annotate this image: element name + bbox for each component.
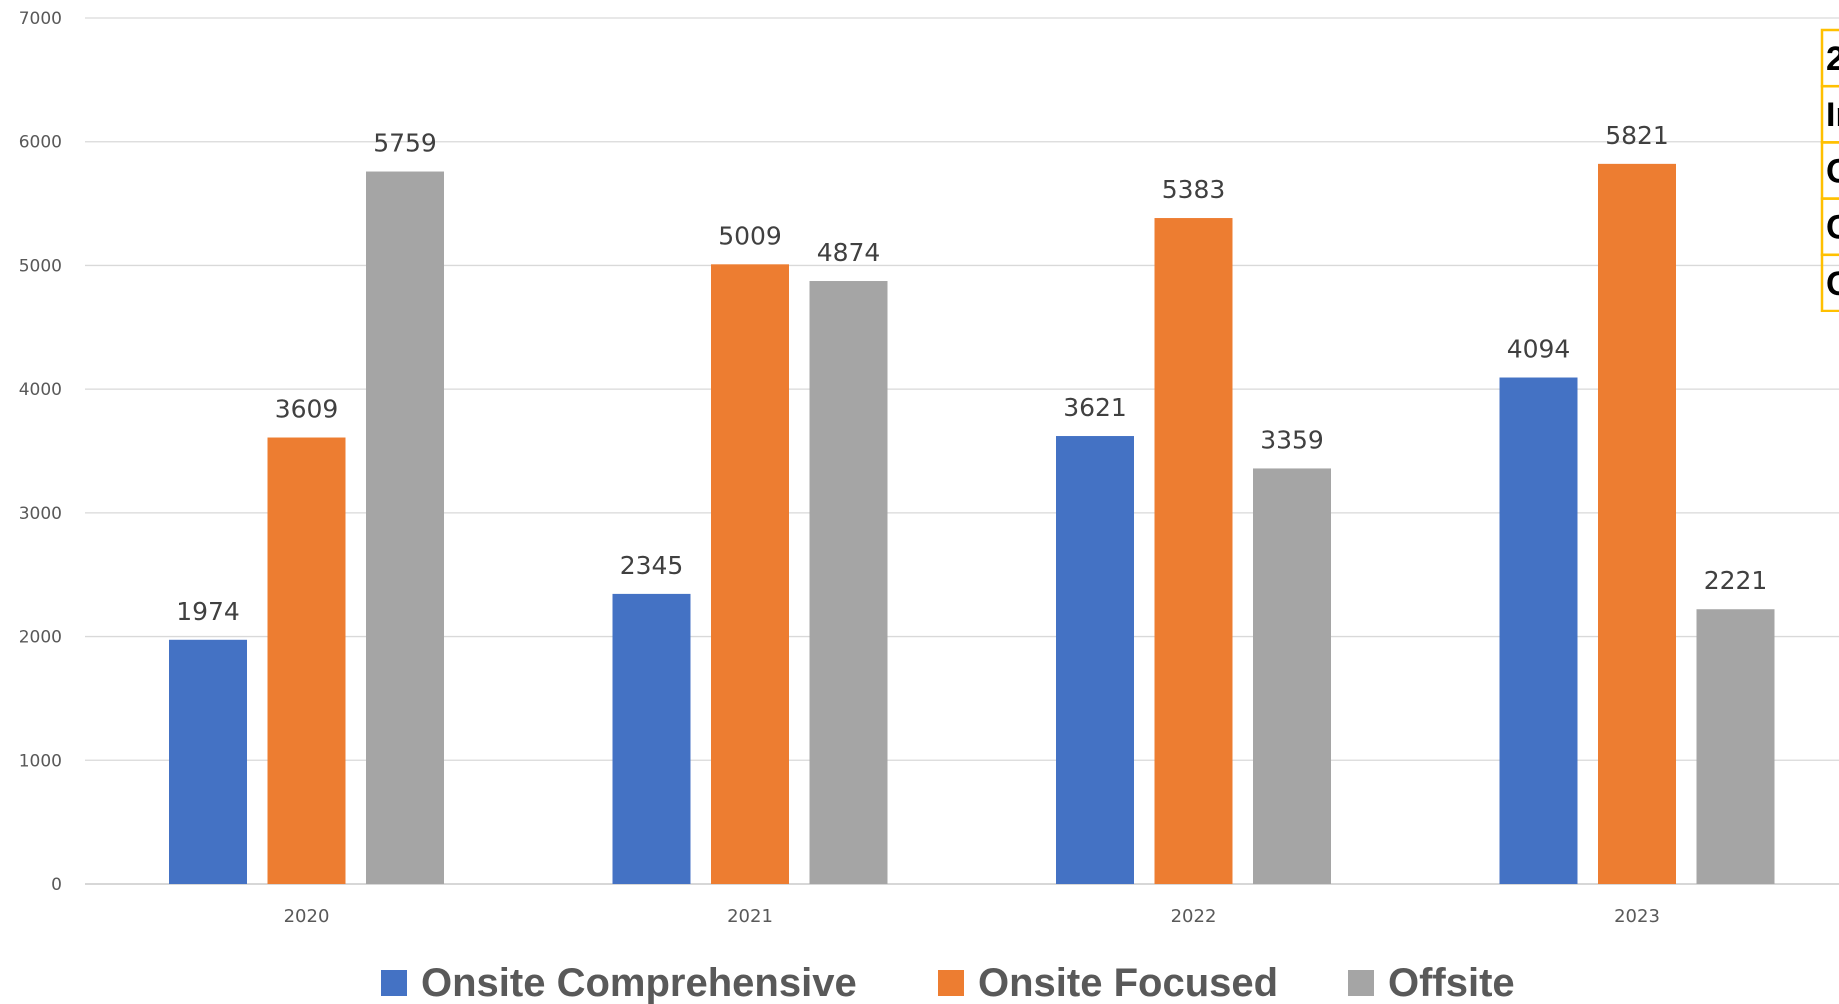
bar <box>1598 163 1676 885</box>
data-label: 5821 <box>1605 121 1669 150</box>
data-label: 5383 <box>1162 175 1226 204</box>
legend-label: Onsite Comprehensive <box>421 961 857 1004</box>
y-tick-label: 7000 <box>19 9 62 29</box>
side-table-cell <box>1820 197 1839 257</box>
bar <box>1253 468 1331 884</box>
legend-swatch <box>938 970 964 996</box>
side-table-cell <box>1820 28 1839 88</box>
bar <box>169 639 247 884</box>
side-table-text: 2 <box>1826 40 1839 78</box>
x-tick-label: 2023 <box>1614 906 1660 927</box>
data-label: 4094 <box>1507 335 1571 364</box>
legend: Onsite Comprehensive Onsite Focused Offsit… <box>381 961 1515 1004</box>
legend-label: Onsite Focused <box>978 961 1278 1004</box>
bar <box>1499 377 1578 884</box>
bar <box>809 281 888 884</box>
data-label: 5009 <box>718 221 782 250</box>
data-label: 2345 <box>620 551 684 580</box>
x-axis: 2020 2021 2022 2023 <box>284 906 1660 927</box>
side-table-cell <box>1820 84 1839 144</box>
bar <box>1154 218 1233 884</box>
y-tick-label: 2000 <box>19 628 62 648</box>
bar <box>1056 436 1134 884</box>
legend-label: Offsite <box>1388 961 1515 1004</box>
side-table-text: C <box>1826 265 1839 303</box>
x-tick-label: 2021 <box>727 906 773 927</box>
side-table-text: In <box>1826 96 1839 134</box>
data-label: 3609 <box>275 395 339 424</box>
bar <box>1696 609 1775 884</box>
bar <box>267 437 346 884</box>
side-table-text: C <box>1826 152 1839 190</box>
side-table-body: 2InCCC <box>1820 28 1839 312</box>
y-tick-label: 4000 <box>19 380 62 400</box>
data-label: 4874 <box>817 238 881 267</box>
y-tick-label: 1000 <box>19 751 62 771</box>
y-tick-label: 0 <box>51 875 62 895</box>
legend-swatch <box>381 970 407 996</box>
bar <box>612 593 691 884</box>
data-label: 3621 <box>1063 393 1127 422</box>
y-tick-label: 5000 <box>19 256 62 276</box>
x-tick-label: 2022 <box>1171 906 1217 927</box>
data-label: 1974 <box>176 597 240 626</box>
y-tick-label: 6000 <box>19 133 62 153</box>
side-table: 2InCCC <box>1820 28 1839 312</box>
x-tick-label: 2020 <box>284 906 330 927</box>
y-axis: 0 1000 2000 3000 4000 5000 6000 7000 <box>19 9 62 895</box>
side-table-cell <box>1820 141 1839 200</box>
bar <box>711 264 789 884</box>
bars <box>169 163 1775 885</box>
data-label: 5759 <box>373 129 437 158</box>
side-table-text: C <box>1826 209 1839 247</box>
bar <box>366 171 444 885</box>
y-tick-label: 3000 <box>19 504 62 524</box>
legend-swatch <box>1348 970 1374 996</box>
side-table-cell <box>1820 253 1839 312</box>
data-labels: 1974 3609 5759 2345 5009 4874 3621 5383 3359 4094… <box>176 121 1767 626</box>
data-label: 2221 <box>1704 566 1768 595</box>
data-label: 3359 <box>1260 425 1324 454</box>
